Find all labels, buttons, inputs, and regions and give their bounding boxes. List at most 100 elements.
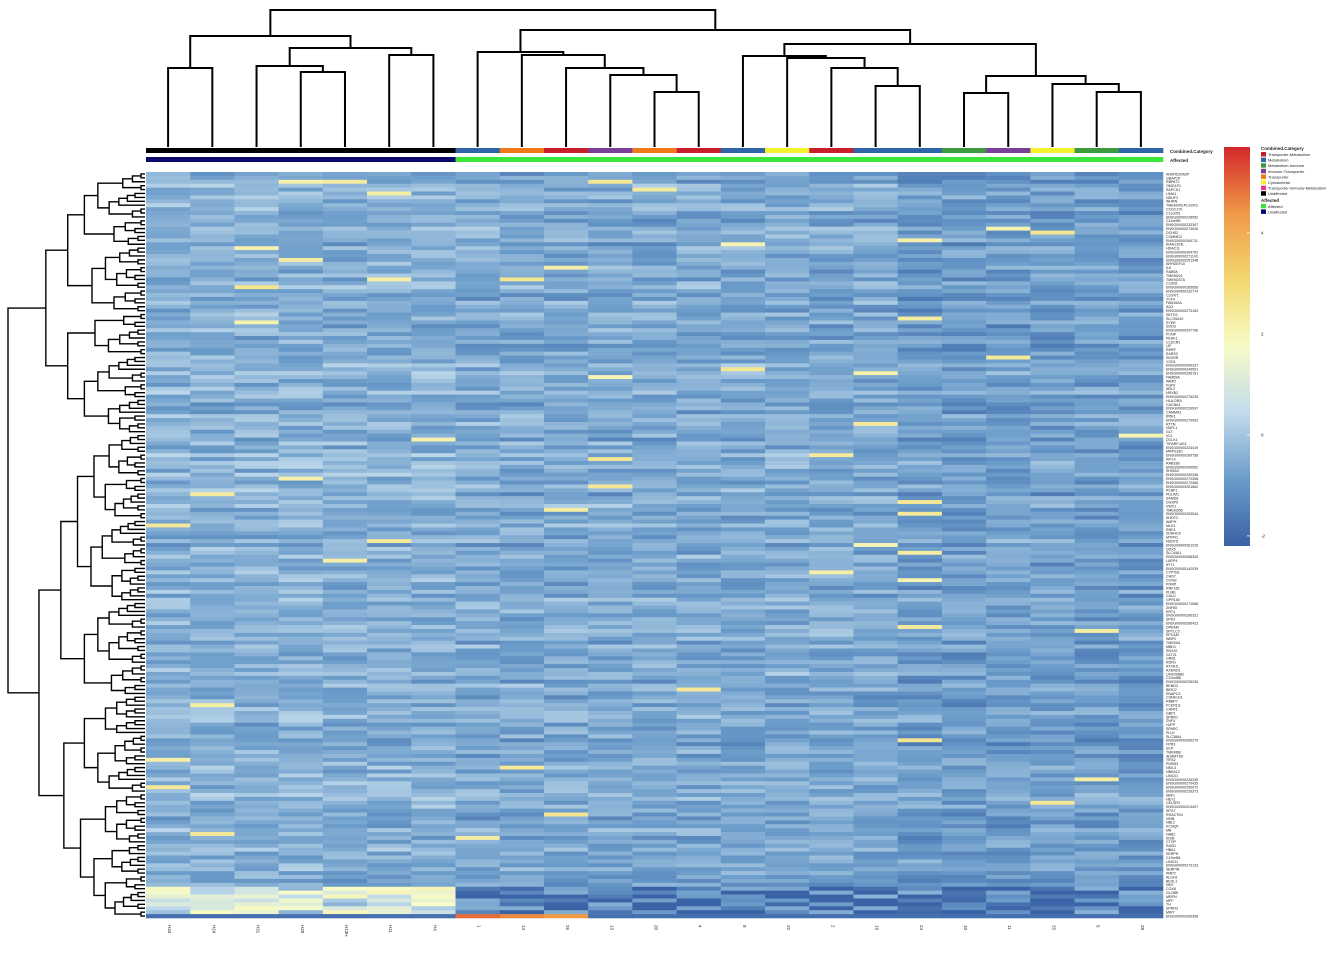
heatmap-cell [234,363,279,368]
heatmap-cell [190,199,235,204]
heatmap-cell [720,308,766,313]
heatmap-cell [853,800,898,806]
heatmap-cell [1030,441,1075,446]
heatmap-cell [1074,839,1120,845]
heatmap-cell [765,757,810,763]
heatmap-cell [411,246,456,251]
heatmap-cell [1074,484,1120,489]
heatmap-cell [897,500,943,505]
heatmap-cell [720,703,766,708]
heatmap-cell [367,425,412,431]
heatmap-cell [455,894,501,899]
heatmap-cell [499,566,545,571]
heatmap-cell [676,445,722,450]
heatmap-cell [499,746,545,751]
column-label: 28 [1140,925,1145,931]
heatmap-cell [897,172,943,177]
heatmap-cell [588,679,633,684]
heatmap-cell [986,894,1031,899]
heatmap-cell [278,793,324,798]
heatmap-cell [499,628,545,634]
heatmap-cell [897,242,943,247]
heatmap-cell [986,906,1031,911]
dendrogram-link [134,227,145,234]
heatmap-cell [278,824,324,829]
heatmap-cell [897,515,943,520]
heatmap-cell [853,734,898,739]
heatmap-cell [897,617,943,622]
heatmap-cell [986,414,1031,419]
heatmap-cell [986,293,1031,298]
heatmap-cell [234,175,279,181]
heatmap-cell [1118,652,1164,657]
heatmap-cell [765,902,810,907]
heatmap-cell [897,675,943,681]
heatmap-cell [765,703,810,708]
dendrogram-link [388,54,435,147]
heatmap-cell [809,464,854,470]
heatmap-cell [632,406,677,411]
row-label: SNX32 [1166,649,1177,653]
heatmap-cell [632,828,677,833]
heatmap-cell [278,757,324,763]
heatmap-cell [543,800,589,806]
heatmap-cell [278,843,324,848]
row-label: CYP7B1 [1166,571,1180,575]
heatmap-cell [367,402,412,407]
heatmap-cell [455,211,501,216]
heatmap-cell [322,172,368,177]
colorbar-tick-label: 0 [1261,432,1264,437]
heatmap-cell [1118,296,1164,302]
heatmap-cell [455,703,501,708]
heatmap-cell [809,800,854,806]
heatmap-cell [367,211,412,216]
heatmap-cell [676,382,722,388]
heatmap-cell [455,324,501,329]
heatmap-cell [1074,386,1120,392]
heatmap-cell [190,847,235,852]
heatmap-cell [1118,175,1164,181]
heatmap-cell [367,531,412,536]
legend-title-affected: Affected [1261,198,1279,203]
heatmap-cell [588,734,633,739]
heatmap-cell [632,234,677,239]
row-label: ENSG00000269562 [1166,465,1198,469]
heatmap-cell [367,816,412,821]
heatmap-cell [1118,800,1164,806]
dendrogram-link [128,331,145,339]
row-label: COMMD2 [1166,235,1182,239]
heatmap-cell [765,875,810,880]
heatmap-cell [897,648,943,653]
heatmap-cell [234,589,279,595]
heatmap-cell [1030,359,1075,364]
heatmap-cell [278,906,324,911]
heatmap-cell [190,308,235,313]
heatmap-cell [897,386,943,392]
heatmap-cell [499,539,545,544]
heatmap-cell [234,242,279,247]
heatmap-cell [941,211,987,216]
heatmap-cell [986,410,1031,415]
dendrogram-link [125,698,145,706]
heatmap-cell [897,863,943,868]
heatmap-cell [411,351,456,356]
heatmap-cell [146,289,191,294]
heatmap-cell [322,539,368,544]
heatmap-cell [234,894,279,899]
heatmap-cell [676,718,722,724]
heatmap-cell [941,250,987,255]
heatmap-cell [322,625,368,630]
heatmap-cell [853,550,898,556]
row-label: ARL2 [1166,387,1175,391]
heatmap-cell [853,582,898,587]
heatmap-cell [986,461,1031,466]
heatmap-cell [322,328,368,333]
heatmap-cell [1118,902,1164,907]
heatmap-cell [234,574,279,579]
heatmap-cell [632,179,677,185]
heatmap-cell [809,722,854,727]
heatmap-cell [1118,433,1164,438]
heatmap-cell [853,507,898,513]
heatmap-cell [1030,199,1075,204]
